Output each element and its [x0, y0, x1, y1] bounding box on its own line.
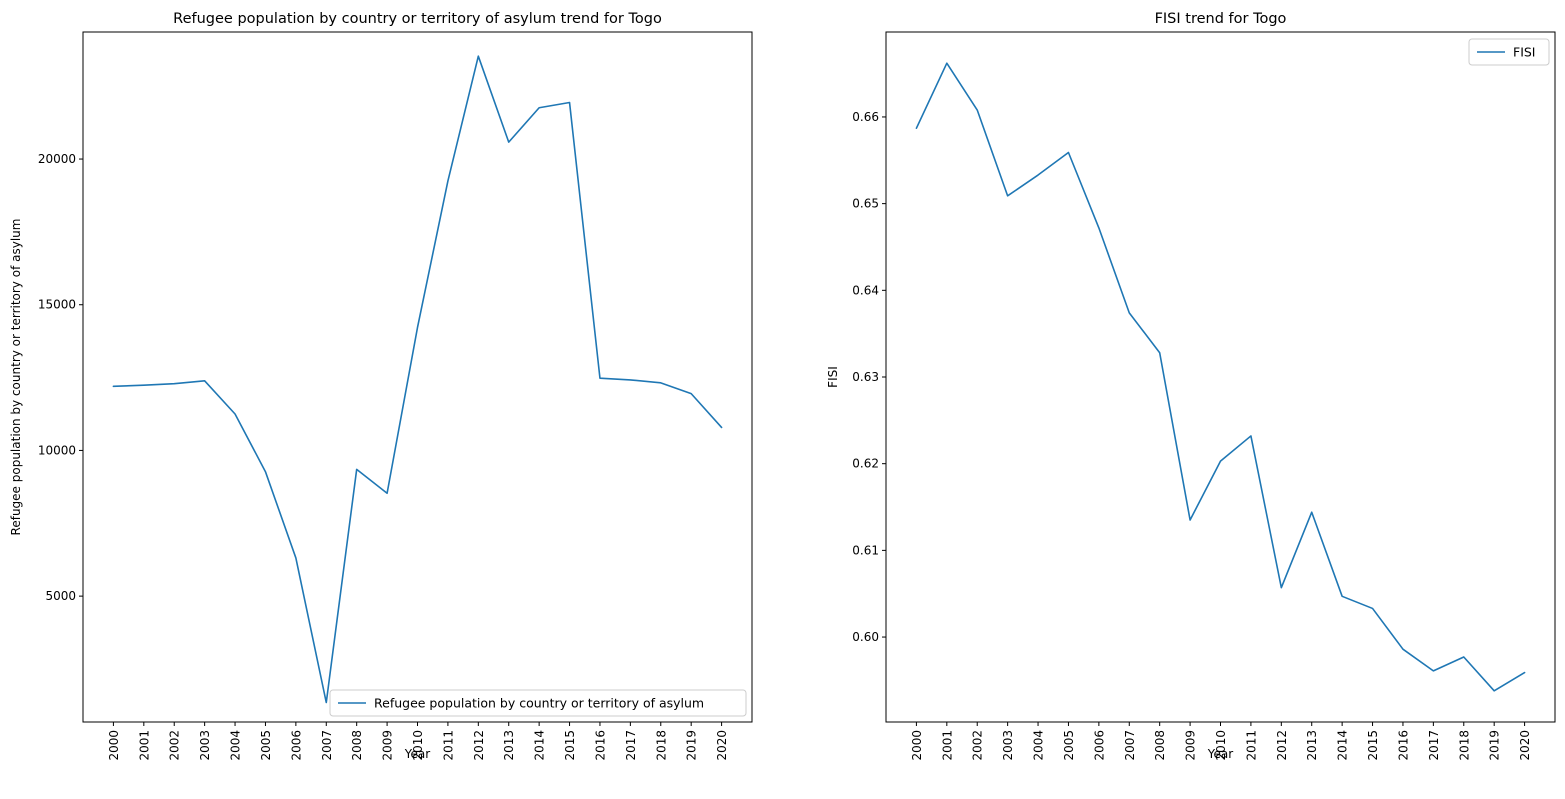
- chart-2: FISI trend for Togo 2000 2001 2002 2003 2004 2…: [826, 11, 1556, 761]
- legend-box: [329, 689, 747, 717]
- x-tick-label: 2010: [411, 730, 425, 761]
- y-tick-label: 0.65: [852, 197, 879, 211]
- y-tick-label: 15000: [38, 298, 76, 312]
- y-tick-label: 0.66: [852, 110, 879, 124]
- y-tick-label: 0.62: [852, 457, 879, 471]
- x-tick-label: 2016: [1396, 730, 1410, 761]
- x-tick-label: 2000: [910, 730, 924, 761]
- x-axis-title: Year: [404, 747, 430, 761]
- chart-title: Refugee population by country or territo…: [173, 11, 662, 27]
- x-tick-label: 2008: [1153, 730, 1167, 761]
- y-tick-label: 0.60: [852, 630, 879, 644]
- x-tick-label: 2005: [1062, 730, 1076, 761]
- x-tick-label: 2015: [1366, 730, 1380, 761]
- x-tick-label: 2011: [441, 730, 455, 761]
- x-tick-label: 2000: [107, 730, 121, 761]
- x-tick-label: 2020: [1518, 730, 1532, 761]
- x-tick-label: 2006: [1092, 730, 1106, 761]
- y-axis-title: Refugee population by country or territo…: [9, 219, 23, 536]
- x-tick-label: 2014: [533, 730, 547, 761]
- y-tick-label: 0.63: [852, 370, 879, 384]
- x-tick-label: 2002: [971, 730, 985, 761]
- legend: FISI: [1468, 38, 1550, 66]
- y-tick-label: 0.61: [852, 543, 879, 557]
- legend-label: FISI: [1513, 45, 1536, 60]
- chart-title: FISI trend for Togo: [1155, 11, 1287, 27]
- x-tick-label: 2019: [1488, 730, 1502, 761]
- legend: Refugee population by country or territo…: [329, 689, 747, 717]
- x-tick-label: 2016: [593, 730, 607, 761]
- x-tick-label: 2006: [289, 730, 303, 761]
- x-tick-label: 2020: [715, 730, 729, 761]
- series-line: [915, 62, 1526, 692]
- x-tick-label: 2009: [381, 730, 395, 761]
- x-tick-label: 2019: [685, 730, 699, 761]
- x-tick-label: 2007: [320, 730, 334, 761]
- x-tick-label: 2018: [654, 730, 668, 761]
- x-tick-label: 2017: [624, 730, 638, 761]
- x-tick-label: 2005: [259, 730, 273, 761]
- x-tick-label: 2011: [1244, 730, 1258, 761]
- x-tick-label: 2001: [137, 730, 151, 761]
- x-tick-label: 2013: [1305, 730, 1319, 761]
- x-tick-label: 2003: [1001, 730, 1015, 761]
- x-tick-label: 2012: [472, 730, 486, 761]
- y-tick-label: 5000: [45, 589, 76, 603]
- x-tick-label: 2007: [1123, 730, 1137, 761]
- x-tick-label: 2010: [1214, 730, 1228, 761]
- x-tick-label: 2008: [350, 730, 364, 761]
- legend-box: [1468, 38, 1550, 66]
- y-tick-label: 10000: [38, 443, 76, 457]
- y-tick-label: 20000: [38, 152, 76, 166]
- x-axis-title: Year: [1207, 747, 1233, 761]
- x-tick-label: 2013: [502, 730, 516, 761]
- y-tick-label: 0.64: [852, 283, 879, 297]
- x-tick-label: 2012: [1275, 730, 1289, 761]
- y-axis-title: FISI: [826, 366, 840, 388]
- x-tick-label: 2004: [1032, 730, 1046, 761]
- x-tick-label: 2017: [1427, 730, 1441, 761]
- chart-1: Refugee population by country or territo…: [9, 11, 753, 761]
- plot-frame: [82, 31, 753, 723]
- x-tick-label: 2015: [563, 730, 577, 761]
- legend-label: Refugee population by country or territo…: [374, 696, 704, 711]
- x-tick-label: 2001: [940, 730, 954, 761]
- x-tick-label: 2002: [168, 730, 182, 761]
- x-tick-label: 2003: [198, 730, 212, 761]
- x-tick-label: 2004: [229, 730, 243, 761]
- series-line: [112, 55, 723, 704]
- x-tick-label: 2018: [1457, 730, 1471, 761]
- x-tick-label: 2009: [1184, 730, 1198, 761]
- x-tick-label: 2014: [1336, 730, 1350, 761]
